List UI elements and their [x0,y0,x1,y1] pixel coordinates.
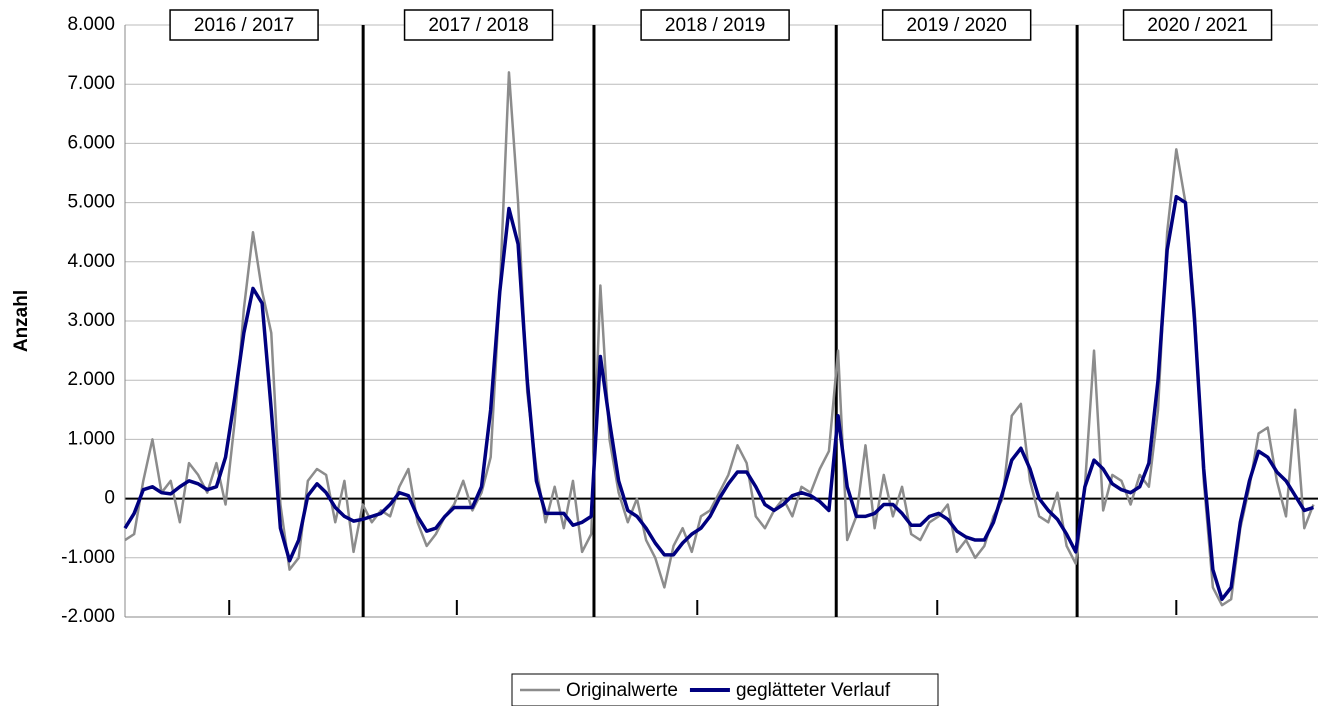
legend-label: Originalwerte [566,680,678,701]
y-tick-label: 6.000 [67,132,115,153]
y-tick-label: 3.000 [67,310,115,331]
season-label: 2017 / 2018 [428,15,528,36]
y-tick-label: 7.000 [67,73,115,94]
y-tick-label: -2.000 [61,606,115,627]
y-tick-label: 5.000 [67,192,115,213]
season-box [1122,9,1273,41]
season-label: 2020 / 2021 [1147,15,1247,36]
season-label: 2016 / 2017 [194,15,294,36]
y-axis-label: Anzahl [11,290,32,352]
series-line [124,71,1315,607]
season-box [881,9,1032,41]
season-label: 2019 / 2020 [906,15,1006,36]
y-tick-label: 0 [104,488,115,509]
season-box [403,9,554,41]
legend-label: geglätteter Verlauf [736,680,891,701]
y-tick-label: -1.000 [61,547,115,568]
season-label: 2018 / 2019 [665,15,765,36]
series-line [123,194,1314,601]
season-box [640,9,790,41]
y-tick-label: 1.000 [67,428,115,449]
y-tick-label: 2.000 [67,369,115,390]
season-box [169,9,319,41]
y-tick-label: 8.000 [67,14,115,35]
y-tick-label: 4.000 [67,251,115,272]
